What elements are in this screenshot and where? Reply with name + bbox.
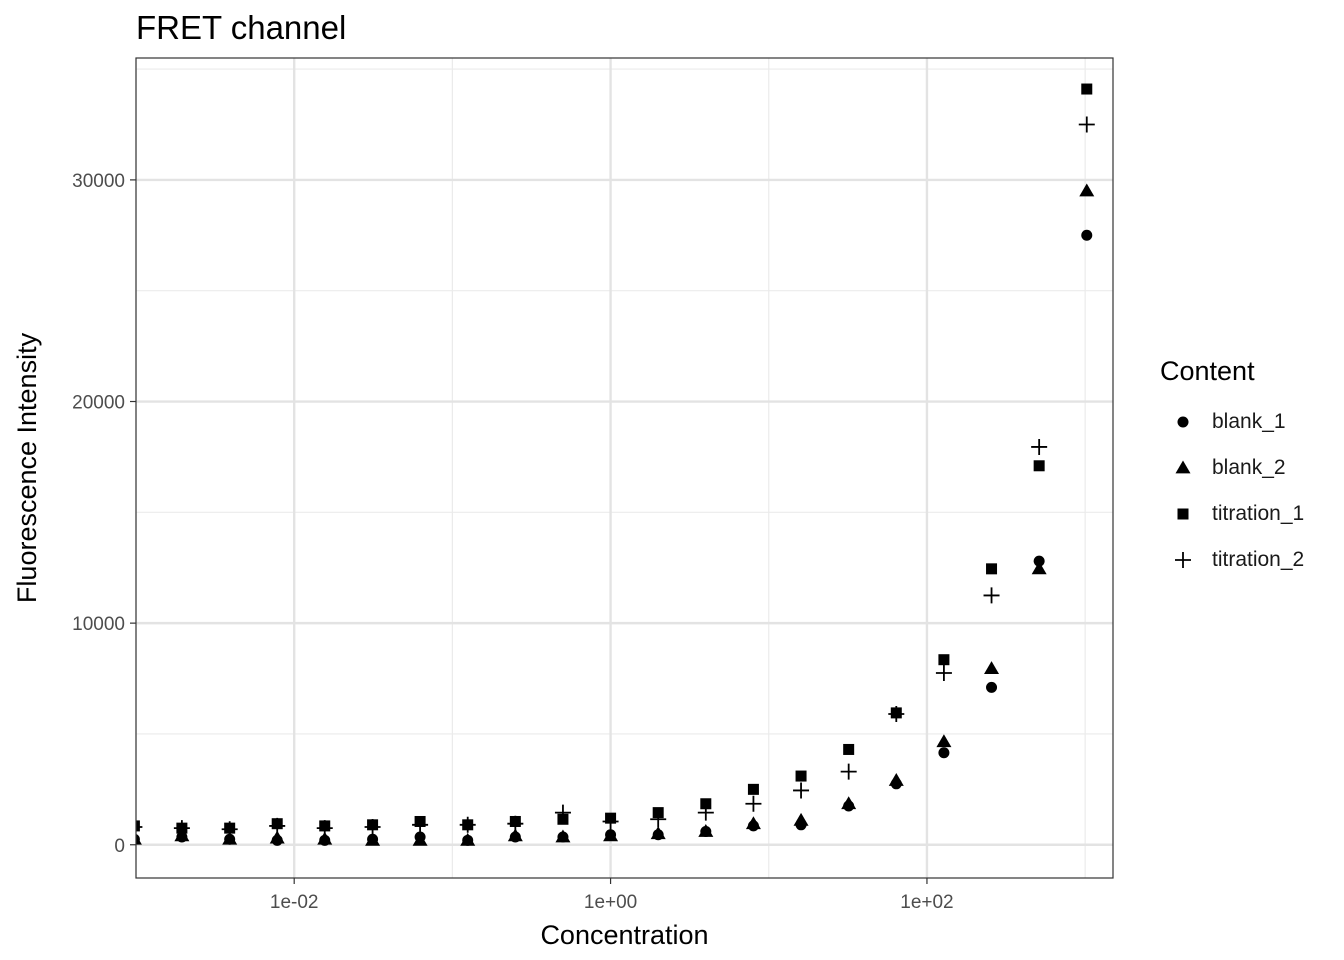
data-point-blank-2 <box>222 831 238 845</box>
data-point-blank-2 <box>136 834 142 845</box>
data-point-titration-2 <box>554 804 571 821</box>
legend-key <box>1175 552 1191 568</box>
data-point-blank-2 <box>745 816 761 830</box>
data-point-blank-2 <box>555 829 571 843</box>
legend-item: titration_1 <box>1160 491 1304 537</box>
legend-label: blank_2 <box>1212 456 1286 479</box>
data-point-blank-2 <box>888 772 904 786</box>
data-point-titration-1 <box>1081 83 1093 95</box>
x-tick-label: 1e+02 <box>900 892 953 913</box>
legend-key <box>1175 460 1191 474</box>
x-tick-label: 1e-02 <box>270 892 319 913</box>
data-point-titration-1 <box>747 783 759 795</box>
data-point-blank-2 <box>365 832 381 846</box>
data-point-blank-1 <box>986 681 998 693</box>
legend-marker-titration-2 <box>1175 552 1191 568</box>
data-point-titration-2 <box>602 813 619 830</box>
legend-marker-blank-1 <box>1177 416 1189 428</box>
data-point-titration-2 <box>1031 438 1048 455</box>
data-point-titration-1 <box>843 743 855 755</box>
major-gridlines <box>136 58 1113 878</box>
data-point-titration-2 <box>1078 116 1095 133</box>
data-point-titration-2 <box>935 665 952 681</box>
legend-label: blank_1 <box>1212 410 1286 433</box>
data-point-titration-2 <box>888 706 905 722</box>
data-point-blank-2 <box>698 823 714 837</box>
data-point-blank-2 <box>269 830 285 844</box>
data-point-titration-2 <box>745 795 762 812</box>
data-point-titration-2 <box>221 821 238 838</box>
data-point-blank-2 <box>650 826 666 840</box>
legend-marker-blank-2 <box>1175 460 1191 474</box>
data-point-blank-2 <box>841 796 857 810</box>
legend-label: titration_2 <box>1212 548 1305 571</box>
chart-title: FRET channel <box>136 9 346 46</box>
data-point-blank-2 <box>1031 561 1047 575</box>
data-point-titration-2 <box>364 819 381 836</box>
data-point-blank-2 <box>507 828 523 842</box>
data-point-titration-2 <box>983 587 1000 604</box>
data-points <box>136 83 1095 846</box>
y-tick-label: 30000 <box>72 171 125 192</box>
data-point-titration-2 <box>412 816 429 833</box>
legend-marker-titration-1 <box>1177 508 1189 520</box>
legend-key <box>1177 508 1189 520</box>
data-point-blank-1 <box>1081 229 1093 241</box>
y-axis: 0 10000 20000 30000 <box>72 171 136 857</box>
data-point-blank-1 <box>1033 555 1045 567</box>
data-point-titration-2 <box>173 820 190 837</box>
data-point-blank-2 <box>317 831 333 845</box>
data-point-blank-2 <box>984 661 1000 674</box>
legend-key <box>1177 416 1189 428</box>
y-tick-label: 0 <box>114 836 125 857</box>
data-point-titration-2 <box>793 782 810 799</box>
legend-label: titration_1 <box>1212 502 1305 525</box>
data-point-titration-2 <box>697 804 714 821</box>
data-point-titration-2 <box>507 815 524 832</box>
data-point-titration-2 <box>459 816 476 833</box>
legend-item: blank_1 <box>1160 399 1304 445</box>
data-point-titration-2 <box>840 763 857 780</box>
x-tick-label: 1e+00 <box>584 892 637 913</box>
data-point-titration-1 <box>700 798 712 810</box>
legend-title: Content <box>1160 356 1255 386</box>
y-tick-label: 10000 <box>72 614 125 635</box>
legend-items: blank_1 blank_2 titration_1 titration_2 <box>1160 399 1304 583</box>
data-point-blank-2 <box>793 812 809 826</box>
data-point-titration-1 <box>795 770 807 782</box>
data-point-blank-2 <box>936 734 952 748</box>
legend-item: blank_2 <box>1160 445 1304 491</box>
data-point-titration-1 <box>986 563 998 575</box>
plot-panel-border <box>135 57 1114 879</box>
data-point-blank-1 <box>938 747 950 759</box>
data-point-titration-1 <box>1033 460 1045 472</box>
x-axis: 1e-02 1e+00 1e+02 <box>270 878 954 913</box>
data-point-titration-2 <box>136 826 143 828</box>
data-point-titration-1 <box>938 654 950 666</box>
data-point-blank-2 <box>603 828 619 842</box>
data-point-blank-2 <box>412 832 428 846</box>
data-point-blank-2 <box>1079 183 1095 197</box>
legend-item: titration_2 <box>1160 537 1304 583</box>
data-point-titration-2 <box>316 820 333 837</box>
data-point-blank-2 <box>460 832 476 846</box>
plot-panel-background <box>136 58 1113 878</box>
y-tick-label: 20000 <box>72 393 125 414</box>
y-axis-label: Fluorescence Intensity <box>12 332 42 603</box>
data-point-titration-2 <box>650 811 667 828</box>
data-point-titration-1 <box>136 820 140 832</box>
data-point-titration-2 <box>269 817 286 834</box>
x-axis-label: Concentration <box>540 920 708 950</box>
